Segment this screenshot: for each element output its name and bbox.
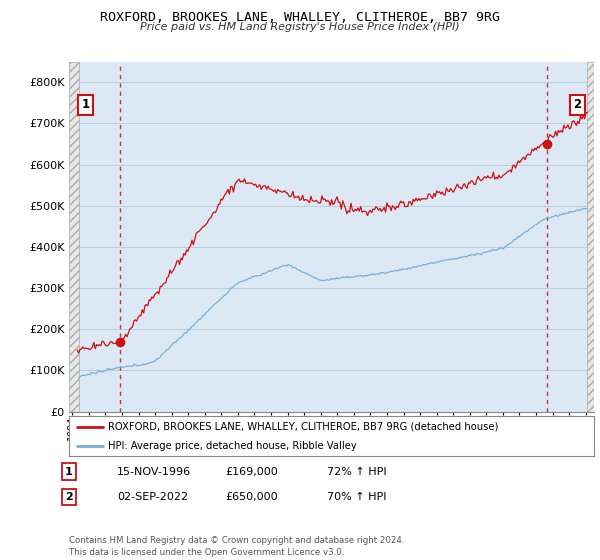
Text: 1: 1 [82,99,89,111]
Text: ROXFORD, BROOKES LANE, WHALLEY, CLITHEROE, BB7 9RG (detached house): ROXFORD, BROOKES LANE, WHALLEY, CLITHERO… [109,422,499,432]
Text: 2: 2 [65,492,73,502]
Text: £169,000: £169,000 [225,466,278,477]
Text: 72% ↑ HPI: 72% ↑ HPI [327,466,386,477]
Text: £650,000: £650,000 [225,492,278,502]
Text: 15-NOV-1996: 15-NOV-1996 [117,466,191,477]
Text: 70% ↑ HPI: 70% ↑ HPI [327,492,386,502]
Text: Contains HM Land Registry data © Crown copyright and database right 2024.
This d: Contains HM Land Registry data © Crown c… [69,536,404,557]
Text: 2: 2 [574,99,581,111]
Text: Price paid vs. HM Land Registry's House Price Index (HPI): Price paid vs. HM Land Registry's House … [140,22,460,32]
Text: HPI: Average price, detached house, Ribble Valley: HPI: Average price, detached house, Ribb… [109,441,357,450]
Text: ROXFORD, BROOKES LANE, WHALLEY, CLITHEROE, BB7 9RG: ROXFORD, BROOKES LANE, WHALLEY, CLITHERO… [100,11,500,24]
Text: 1: 1 [65,466,73,477]
Bar [69,62,79,412]
Bar [587,62,594,412]
Text: 02-SEP-2022: 02-SEP-2022 [117,492,188,502]
